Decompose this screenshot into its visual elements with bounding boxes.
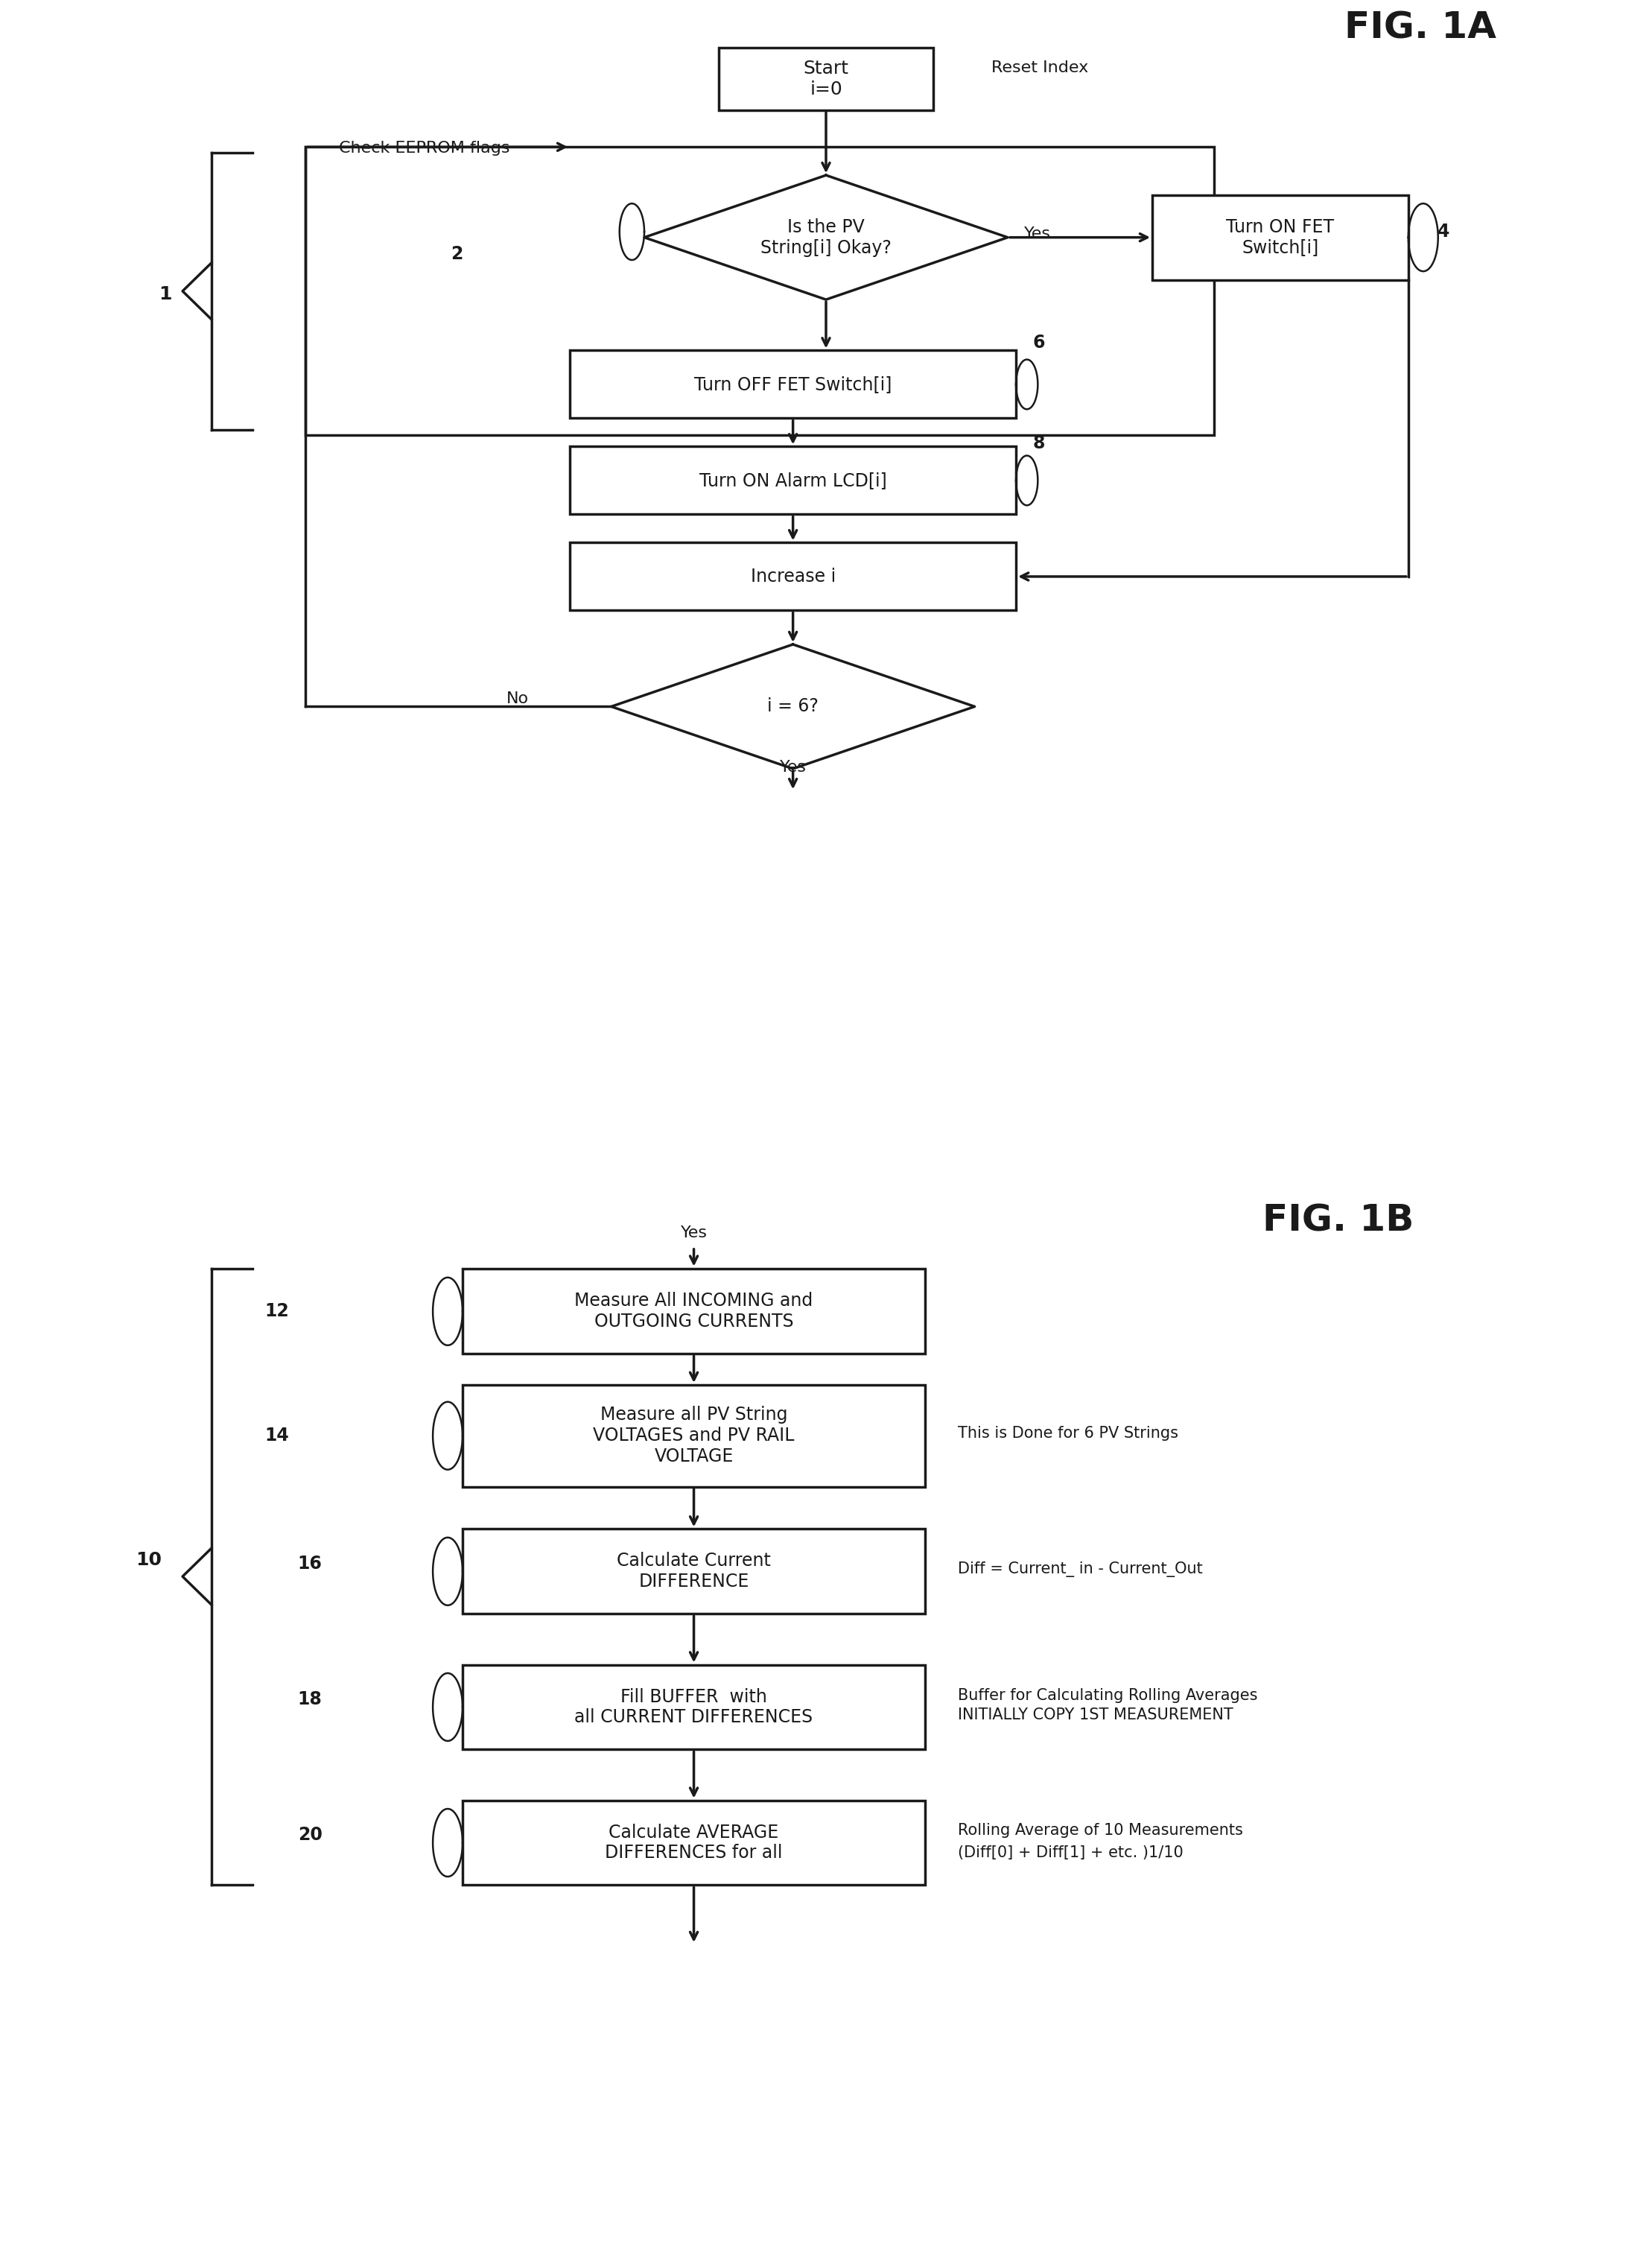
Text: 20: 20 — [297, 1827, 322, 1843]
Text: This is Done for 6 PV Strings: This is Done for 6 PV Strings — [958, 1427, 1178, 1440]
Text: Measure all PV String
VOLTAGES and PV RAIL
VOLTAGE: Measure all PV String VOLTAGES and PV RA… — [593, 1406, 795, 1465]
Text: Diff = Current_ in - Current_Out: Diff = Current_ in - Current_Out — [958, 1562, 1203, 1576]
Text: 16: 16 — [297, 1556, 322, 1571]
Text: Yes: Yes — [681, 1225, 707, 1239]
Text: Rolling Average of 10 Measurements: Rolling Average of 10 Measurements — [958, 1822, 1244, 1838]
Text: 12: 12 — [264, 1302, 289, 1320]
FancyBboxPatch shape — [570, 448, 1016, 516]
Text: Measure All INCOMING and
OUTGOING CURRENTS: Measure All INCOMING and OUTGOING CURREN… — [575, 1291, 813, 1332]
Text: 18: 18 — [297, 1691, 322, 1707]
Text: Calculate AVERAGE
DIFFERENCES for all: Calculate AVERAGE DIFFERENCES for all — [605, 1822, 783, 1863]
FancyBboxPatch shape — [463, 1800, 925, 1886]
Polygon shape — [611, 644, 975, 769]
Text: Fill BUFFER  with
all CURRENT DIFFERENCES: Fill BUFFER with all CURRENT DIFFERENCES — [575, 1687, 813, 1727]
Text: Calculate Current
DIFFERENCE: Calculate Current DIFFERENCE — [616, 1551, 771, 1592]
Text: No: No — [506, 692, 529, 705]
Text: INITIALLY COPY 1ST MEASUREMENT: INITIALLY COPY 1ST MEASUREMENT — [958, 1707, 1234, 1723]
FancyBboxPatch shape — [463, 1664, 925, 1750]
Text: Turn OFF FET Switch[i]: Turn OFF FET Switch[i] — [694, 375, 892, 393]
Text: i = 6?: i = 6? — [767, 699, 819, 714]
Text: 14: 14 — [264, 1427, 289, 1445]
Text: Turn ON Alarm LCD[i]: Turn ON Alarm LCD[i] — [699, 473, 887, 488]
Text: Is the PV
String[i] Okay?: Is the PV String[i] Okay? — [760, 217, 892, 258]
Text: 8: 8 — [1032, 434, 1044, 452]
Text: 10: 10 — [135, 1551, 162, 1569]
Text: Check EEPROM flags: Check EEPROM flags — [339, 140, 509, 156]
Text: 4: 4 — [1437, 224, 1449, 240]
FancyBboxPatch shape — [306, 147, 1214, 436]
FancyBboxPatch shape — [463, 1268, 925, 1354]
Text: 1: 1 — [159, 285, 172, 303]
Text: 6: 6 — [1032, 335, 1044, 350]
Text: Start
i=0: Start i=0 — [803, 59, 849, 99]
FancyBboxPatch shape — [570, 350, 1016, 418]
FancyBboxPatch shape — [719, 47, 933, 111]
Text: Increase i: Increase i — [750, 568, 836, 586]
Text: FIG. 1B: FIG. 1B — [1262, 1203, 1414, 1239]
FancyBboxPatch shape — [570, 543, 1016, 610]
Text: Yes: Yes — [1024, 226, 1051, 242]
Text: Buffer for Calculating Rolling Averages: Buffer for Calculating Rolling Averages — [958, 1689, 1257, 1703]
Text: Yes: Yes — [780, 760, 806, 776]
Text: Reset Index: Reset Index — [991, 61, 1089, 75]
FancyBboxPatch shape — [1153, 194, 1408, 280]
Text: (Diff[0] + Diff[1] + etc. )1/10: (Diff[0] + Diff[1] + etc. )1/10 — [958, 1845, 1183, 1861]
Text: 2: 2 — [451, 246, 463, 262]
Text: Turn ON FET
Switch[i]: Turn ON FET Switch[i] — [1226, 217, 1335, 258]
FancyBboxPatch shape — [463, 1384, 925, 1488]
Text: FIG. 1A: FIG. 1A — [1345, 11, 1497, 45]
Polygon shape — [644, 174, 1008, 298]
FancyBboxPatch shape — [463, 1528, 925, 1614]
